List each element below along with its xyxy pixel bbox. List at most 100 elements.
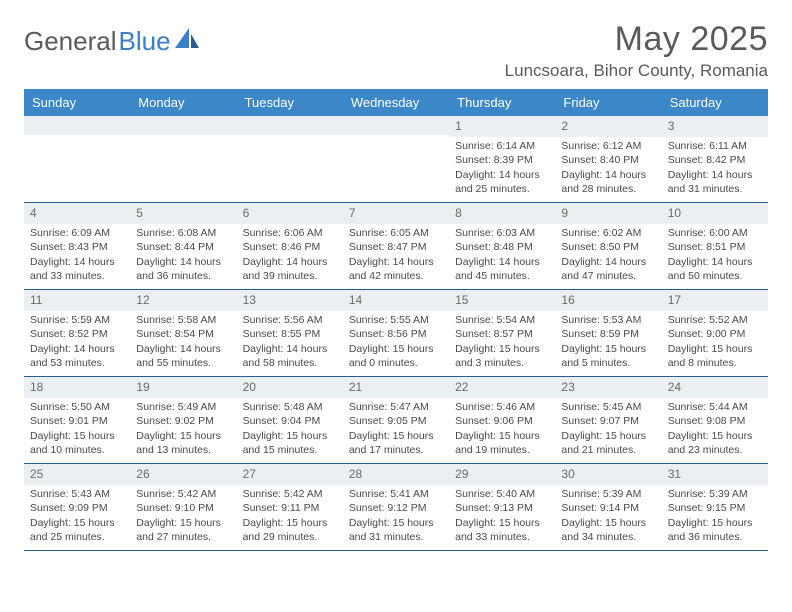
day-body: Sunrise: 6:03 AMSunset: 8:48 PMDaylight:… bbox=[449, 226, 555, 287]
daylight-line: Daylight: 15 hours and 8 minutes. bbox=[668, 342, 762, 370]
sunset-line: Sunset: 8:55 PM bbox=[243, 327, 337, 341]
daylight-line: Daylight: 14 hours and 36 minutes. bbox=[136, 255, 230, 283]
day-number bbox=[24, 116, 130, 135]
day-number: 5 bbox=[130, 203, 236, 224]
calendar-day-cell: 12Sunrise: 5:58 AMSunset: 8:54 PMDayligh… bbox=[130, 290, 236, 376]
day-number bbox=[237, 116, 343, 135]
sunrise-line: Sunrise: 5:39 AM bbox=[561, 487, 655, 501]
daylight-line: Daylight: 14 hours and 42 minutes. bbox=[349, 255, 443, 283]
calendar-day-cell: 10Sunrise: 6:00 AMSunset: 8:51 PMDayligh… bbox=[662, 203, 768, 289]
day-number: 7 bbox=[343, 203, 449, 224]
calendar-day-cell: 5Sunrise: 6:08 AMSunset: 8:44 PMDaylight… bbox=[130, 203, 236, 289]
day-body: Sunrise: 6:06 AMSunset: 8:46 PMDaylight:… bbox=[237, 226, 343, 287]
calendar-day-cell bbox=[343, 116, 449, 202]
sunrise-line: Sunrise: 6:02 AM bbox=[561, 226, 655, 240]
day-number: 28 bbox=[343, 464, 449, 485]
daylight-line: Daylight: 14 hours and 25 minutes. bbox=[455, 168, 549, 196]
calendar-week-row: 18Sunrise: 5:50 AMSunset: 9:01 PMDayligh… bbox=[24, 377, 768, 464]
sunset-line: Sunset: 9:10 PM bbox=[136, 501, 230, 515]
sunset-line: Sunset: 8:46 PM bbox=[243, 240, 337, 254]
sunset-line: Sunset: 8:39 PM bbox=[455, 153, 549, 167]
sunrise-line: Sunrise: 5:44 AM bbox=[668, 400, 762, 414]
calendar-day-cell: 8Sunrise: 6:03 AMSunset: 8:48 PMDaylight… bbox=[449, 203, 555, 289]
day-body: Sunrise: 6:14 AMSunset: 8:39 PMDaylight:… bbox=[449, 139, 555, 200]
sunrise-line: Sunrise: 5:52 AM bbox=[668, 313, 762, 327]
calendar-day-cell bbox=[24, 116, 130, 202]
sunset-line: Sunset: 9:07 PM bbox=[561, 414, 655, 428]
day-number: 4 bbox=[24, 203, 130, 224]
sail-icon bbox=[175, 26, 201, 57]
daylight-line: Daylight: 15 hours and 29 minutes. bbox=[243, 516, 337, 544]
sunrise-line: Sunrise: 5:50 AM bbox=[30, 400, 124, 414]
sunset-line: Sunset: 8:47 PM bbox=[349, 240, 443, 254]
calendar-day-cell: 7 Sunrise: 6:05 AMSunset: 8:47 PMDaylight… bbox=[343, 203, 449, 289]
weekday-header: Wednesday bbox=[343, 89, 449, 116]
daylight-line: Daylight: 15 hours and 27 minutes. bbox=[136, 516, 230, 544]
sunrise-line: Sunrise: 5:39 AM bbox=[668, 487, 762, 501]
daylight-line: Daylight: 15 hours and 23 minutes. bbox=[668, 429, 762, 457]
sunrise-line: Sunrise: 6:06 AM bbox=[243, 226, 337, 240]
sunset-line: Sunset: 8:59 PM bbox=[561, 327, 655, 341]
sunrise-line: Sunrise: 5:45 AM bbox=[561, 400, 655, 414]
daylight-line: Daylight: 14 hours and 47 minutes. bbox=[561, 255, 655, 283]
sunrise-line: Sunrise: 5:48 AM bbox=[243, 400, 337, 414]
month-title: May 2025 bbox=[505, 20, 768, 59]
day-body: Sunrise: 5:50 AMSunset: 9:01 PMDaylight:… bbox=[24, 400, 130, 461]
sunrise-line: Sunrise: 5:46 AM bbox=[455, 400, 549, 414]
daylight-line: Daylight: 15 hours and 33 minutes. bbox=[455, 516, 549, 544]
sunset-line: Sunset: 9:06 PM bbox=[455, 414, 549, 428]
brand-prefix: General bbox=[24, 26, 117, 57]
day-number: 23 bbox=[555, 377, 661, 398]
day-number bbox=[130, 116, 236, 135]
day-number bbox=[343, 116, 449, 135]
day-number: 31 bbox=[662, 464, 768, 485]
day-number: 8 bbox=[449, 203, 555, 224]
daylight-line: Daylight: 15 hours and 10 minutes. bbox=[30, 429, 124, 457]
sunrise-line: Sunrise: 6:05 AM bbox=[349, 226, 443, 240]
daylight-line: Daylight: 15 hours and 31 minutes. bbox=[349, 516, 443, 544]
day-body: Sunrise: 5:47 AMSunset: 9:05 PMDaylight:… bbox=[343, 400, 449, 461]
calendar-day-cell: 15Sunrise: 5:54 AMSunset: 8:57 PMDayligh… bbox=[449, 290, 555, 376]
sunrise-line: Sunrise: 5:55 AM bbox=[349, 313, 443, 327]
day-body: Sunrise: 5:46 AMSunset: 9:06 PMDaylight:… bbox=[449, 400, 555, 461]
calendar-day-cell: 20Sunrise: 5:48 AMSunset: 9:04 PMDayligh… bbox=[237, 377, 343, 463]
day-body: Sunrise: 5:45 AMSunset: 9:07 PMDaylight:… bbox=[555, 400, 661, 461]
sunset-line: Sunset: 9:00 PM bbox=[668, 327, 762, 341]
sunset-line: Sunset: 9:09 PM bbox=[30, 501, 124, 515]
day-number: 29 bbox=[449, 464, 555, 485]
sunset-line: Sunset: 8:44 PM bbox=[136, 240, 230, 254]
calendar-day-cell: 18Sunrise: 5:50 AMSunset: 9:01 PMDayligh… bbox=[24, 377, 130, 463]
day-number: 16 bbox=[555, 290, 661, 311]
day-number: 15 bbox=[449, 290, 555, 311]
sunrise-line: Sunrise: 5:56 AM bbox=[243, 313, 337, 327]
sunrise-line: Sunrise: 5:42 AM bbox=[136, 487, 230, 501]
sunset-line: Sunset: 8:42 PM bbox=[668, 153, 762, 167]
day-body: Sunrise: 5:44 AMSunset: 9:08 PMDaylight:… bbox=[662, 400, 768, 461]
daylight-line: Daylight: 14 hours and 53 minutes. bbox=[30, 342, 124, 370]
day-number: 11 bbox=[24, 290, 130, 311]
day-number: 12 bbox=[130, 290, 236, 311]
day-number: 1 bbox=[449, 116, 555, 137]
sunrise-line: Sunrise: 6:03 AM bbox=[455, 226, 549, 240]
calendar-day-cell: 17Sunrise: 5:52 AMSunset: 9:00 PMDayligh… bbox=[662, 290, 768, 376]
title-block: May 2025 Luncsoara, Bihor County, Romani… bbox=[505, 20, 768, 81]
sunrise-line: Sunrise: 5:49 AM bbox=[136, 400, 230, 414]
sunrise-line: Sunrise: 5:58 AM bbox=[136, 313, 230, 327]
daylight-line: Daylight: 14 hours and 28 minutes. bbox=[561, 168, 655, 196]
weekday-header-row: SundayMondayTuesdayWednesdayThursdayFrid… bbox=[24, 89, 768, 116]
calendar-day-cell: 25Sunrise: 5:43 AMSunset: 9:09 PMDayligh… bbox=[24, 464, 130, 550]
weekday-header: Monday bbox=[130, 89, 236, 116]
day-body: Sunrise: 5:48 AMSunset: 9:04 PMDaylight:… bbox=[237, 400, 343, 461]
sunset-line: Sunset: 8:50 PM bbox=[561, 240, 655, 254]
daylight-line: Daylight: 15 hours and 0 minutes. bbox=[349, 342, 443, 370]
calendar-page: GeneralBlue May 2025 Luncsoara, Bihor Co… bbox=[0, 0, 792, 551]
sunrise-line: Sunrise: 6:09 AM bbox=[30, 226, 124, 240]
weekday-header: Sunday bbox=[24, 89, 130, 116]
calendar-day-cell: 22Sunrise: 5:46 AMSunset: 9:06 PMDayligh… bbox=[449, 377, 555, 463]
daylight-line: Daylight: 15 hours and 25 minutes. bbox=[30, 516, 124, 544]
day-body: Sunrise: 5:59 AMSunset: 8:52 PMDaylight:… bbox=[24, 313, 130, 374]
sunset-line: Sunset: 8:54 PM bbox=[136, 327, 230, 341]
sunset-line: Sunset: 8:43 PM bbox=[30, 240, 124, 254]
day-body: Sunrise: 6:09 AMSunset: 8:43 PMDaylight:… bbox=[24, 226, 130, 287]
day-body: Sunrise: 6:08 AMSunset: 8:44 PMDaylight:… bbox=[130, 226, 236, 287]
